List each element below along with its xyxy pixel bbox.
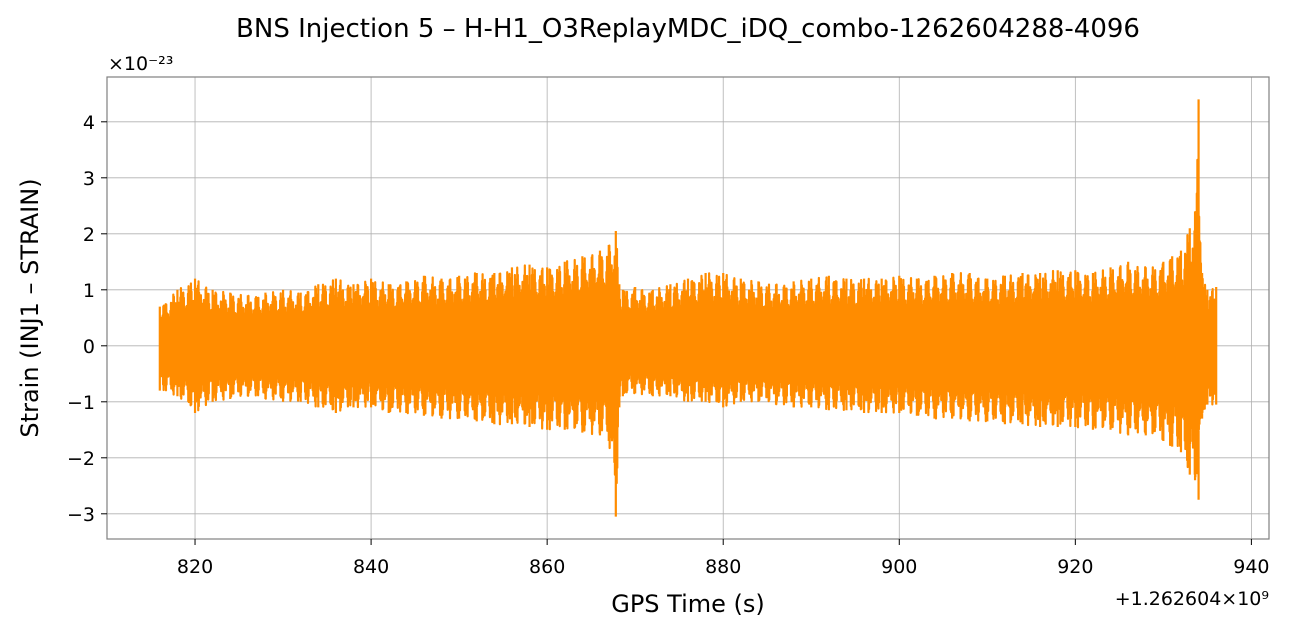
- x-tick-label: 820: [177, 556, 213, 578]
- x-tick-label: 940: [1233, 556, 1269, 578]
- x-tick-label: 880: [705, 556, 741, 578]
- x-tick-label: 840: [353, 556, 389, 578]
- x-tick-label: 900: [881, 556, 917, 578]
- y-tick-label: 4: [83, 112, 95, 134]
- y-tick-label: −1: [67, 392, 95, 414]
- y-axis: −3 −2 −1 0 1 2 3 4: [67, 112, 107, 526]
- x-tick-label: 860: [529, 556, 565, 578]
- y-tick-label: 1: [83, 280, 95, 302]
- x-tick-label: 920: [1057, 556, 1093, 578]
- x-axis: 820 840 860 880 900 920 940: [177, 539, 1270, 578]
- plot-area: [160, 99, 1216, 516]
- y-tick-label: −3: [67, 504, 95, 526]
- chart-title: BNS Injection 5 – H-H1_O3ReplayMDC_iDQ_c…: [236, 14, 1140, 44]
- y-scale-label: ×10⁻²³: [108, 53, 173, 75]
- y-tick-label: 2: [83, 224, 95, 246]
- y-tick-label: −2: [67, 448, 95, 470]
- strain-series-line: [160, 99, 1216, 516]
- y-tick-label: 0: [83, 336, 95, 358]
- y-axis-label: Strain (INJ1 – STRAIN): [16, 178, 44, 437]
- x-axis-label: GPS Time (s): [611, 590, 765, 618]
- y-tick-label: 3: [83, 168, 95, 190]
- x-offset-label: +1.262604×10⁹: [1115, 588, 1269, 610]
